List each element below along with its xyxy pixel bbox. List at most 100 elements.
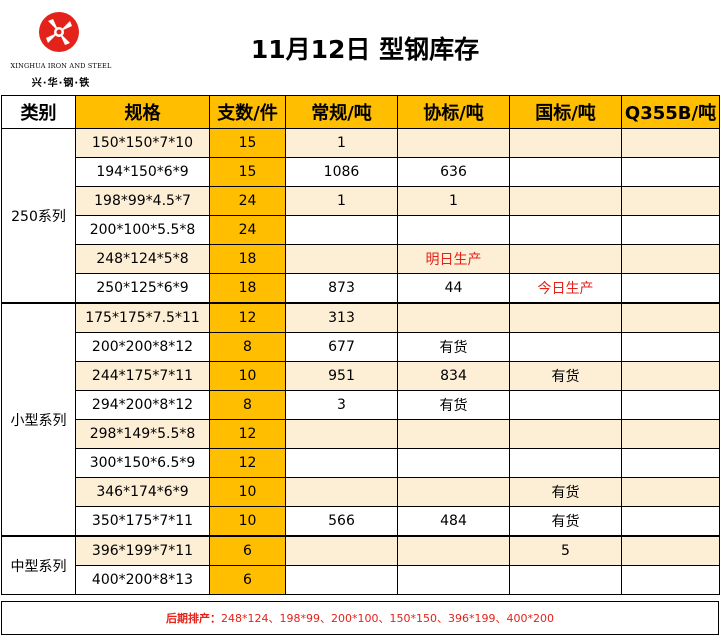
report-header: XINGHUA IRON AND STEEL 兴·华·钢·铁 11月12日 型钢… — [0, 0, 722, 93]
count-cell: 15 — [209, 128, 286, 158]
regular-cell: 677 — [285, 332, 398, 362]
regular-cell: 3 — [285, 390, 398, 420]
q355b-cell — [621, 448, 720, 478]
company-logo: XINGHUA IRON AND STEEL 兴·华·钢·铁 — [6, 8, 116, 89]
regular-cell: 566 — [285, 506, 398, 537]
regular-cell: 1 — [285, 186, 398, 216]
assoc-cell: 484 — [397, 506, 510, 537]
regular-cell — [285, 215, 398, 245]
assoc-cell — [397, 128, 510, 158]
table-row: 中型系列 396*199*7*11 6 5 — [1, 535, 720, 595]
assoc-cell — [397, 302, 510, 333]
count-cell: 12 — [209, 419, 286, 449]
assoc-cell — [397, 477, 510, 507]
national-cell: 有货 — [509, 361, 622, 391]
assoc-cell — [397, 419, 510, 449]
q355b-cell — [621, 506, 720, 537]
assoc-cell: 有货 — [397, 332, 510, 362]
regular-cell: 313 — [285, 302, 398, 333]
spec-cell: 200*200*8*12 — [75, 332, 210, 362]
logo-emblem-icon — [39, 12, 79, 52]
category-cell: 中型系列 — [1, 535, 76, 595]
count-cell: 8 — [209, 390, 286, 420]
table-row: 294*200*8*12 8 3 有货 — [2, 390, 720, 420]
count-cell: 15 — [209, 157, 286, 187]
table-row: 200*100*5.5*8 24 — [2, 215, 720, 245]
inventory-table: 类别 规格 支数/件 常规/吨 协标/吨 国标/吨 Q355B/吨 250系列 1… — [1, 95, 720, 595]
national-cell — [509, 332, 622, 362]
spec-cell: 250*125*6*9 — [75, 273, 210, 304]
regular-cell — [285, 477, 398, 507]
regular-cell: 1 — [285, 128, 398, 158]
count-cell: 6 — [209, 565, 286, 595]
logo-chinese-name: 兴·华·钢·铁 — [31, 78, 91, 89]
national-cell — [509, 302, 622, 333]
national-cell: 5 — [509, 535, 622, 566]
assoc-cell: 834 — [397, 361, 510, 391]
national-cell — [509, 186, 622, 216]
q355b-cell — [621, 128, 720, 158]
production-schedule-note: 后期排产：248*124、198*99、200*100、150*150、396*… — [1, 601, 719, 635]
q355b-cell — [621, 390, 720, 420]
national-cell — [509, 215, 622, 245]
regular-cell — [285, 419, 398, 449]
table-row: 250系列 150*150*7*10 15 1 — [1, 128, 720, 304]
column-header-category: 类别 — [1, 95, 76, 129]
regular-cell — [285, 565, 398, 595]
q355b-cell — [621, 419, 720, 449]
spec-cell: 300*150*6.5*9 — [75, 448, 210, 478]
national-cell — [509, 448, 622, 478]
column-header-q355b: Q355B/吨 — [621, 95, 720, 129]
table-row: 194*150*6*9 15 1086 636 — [2, 157, 720, 187]
count-cell: 10 — [209, 506, 286, 537]
regular-cell: 1086 — [285, 157, 398, 187]
count-cell: 12 — [209, 448, 286, 478]
national-cell — [509, 157, 622, 187]
count-cell: 6 — [209, 535, 286, 566]
assoc-cell: 有货 — [397, 390, 510, 420]
q355b-cell — [621, 302, 720, 333]
table-row: 298*149*5.5*8 12 — [2, 419, 720, 449]
table-row: 244*175*7*11 10 951 834 有货 — [2, 361, 720, 391]
spec-cell: 194*150*6*9 — [75, 157, 210, 187]
spec-cell: 350*175*7*11 — [75, 506, 210, 537]
spec-cell: 198*99*4.5*7 — [75, 186, 210, 216]
category-cell: 小型系列 — [1, 302, 76, 537]
spec-cell: 294*200*8*12 — [75, 390, 210, 420]
assoc-cell — [397, 565, 510, 595]
national-cell — [509, 419, 622, 449]
column-header-assoc: 协标/吨 — [397, 95, 510, 129]
q355b-cell — [621, 535, 720, 566]
table-row: 198*99*4.5*7 24 1 1 — [2, 186, 720, 216]
table-row: 250*125*6*9 18 873 44 今日生产 — [2, 273, 720, 304]
assoc-cell: 636 — [397, 157, 510, 187]
column-header-national: 国标/吨 — [509, 95, 622, 129]
assoc-cell — [397, 535, 510, 566]
spec-cell: 346*174*6*9 — [75, 477, 210, 507]
q355b-cell — [621, 244, 720, 274]
national-cell: 有货 — [509, 506, 622, 537]
q355b-cell — [621, 565, 720, 595]
q355b-cell — [621, 186, 720, 216]
count-cell: 18 — [209, 244, 286, 274]
logo-english-name: XINGHUA IRON AND STEEL — [10, 62, 112, 70]
spec-cell: 298*149*5.5*8 — [75, 419, 210, 449]
spec-cell: 150*150*7*10 — [75, 128, 210, 158]
national-cell: 有货 — [509, 477, 622, 507]
spec-cell: 400*200*8*13 — [75, 565, 210, 595]
spec-cell: 244*175*7*11 — [75, 361, 210, 391]
count-cell: 10 — [209, 361, 286, 391]
spec-cell: 200*100*5.5*8 — [75, 215, 210, 245]
schedule-value: 248*124、198*99、200*100、150*150、396*199、4… — [221, 612, 554, 625]
column-header-count: 支数/件 — [209, 95, 286, 129]
regular-cell: 873 — [285, 273, 398, 304]
count-cell: 8 — [209, 332, 286, 362]
table-row: 400*200*8*13 6 — [2, 565, 720, 595]
spec-cell: 175*175*7.5*11 — [75, 302, 210, 333]
assoc-cell: 1 — [397, 186, 510, 216]
q355b-cell — [621, 157, 720, 187]
column-header-regular: 常规/吨 — [285, 95, 398, 129]
count-cell: 24 — [209, 186, 286, 216]
table-row: 346*174*6*9 10 有货 — [2, 477, 720, 507]
